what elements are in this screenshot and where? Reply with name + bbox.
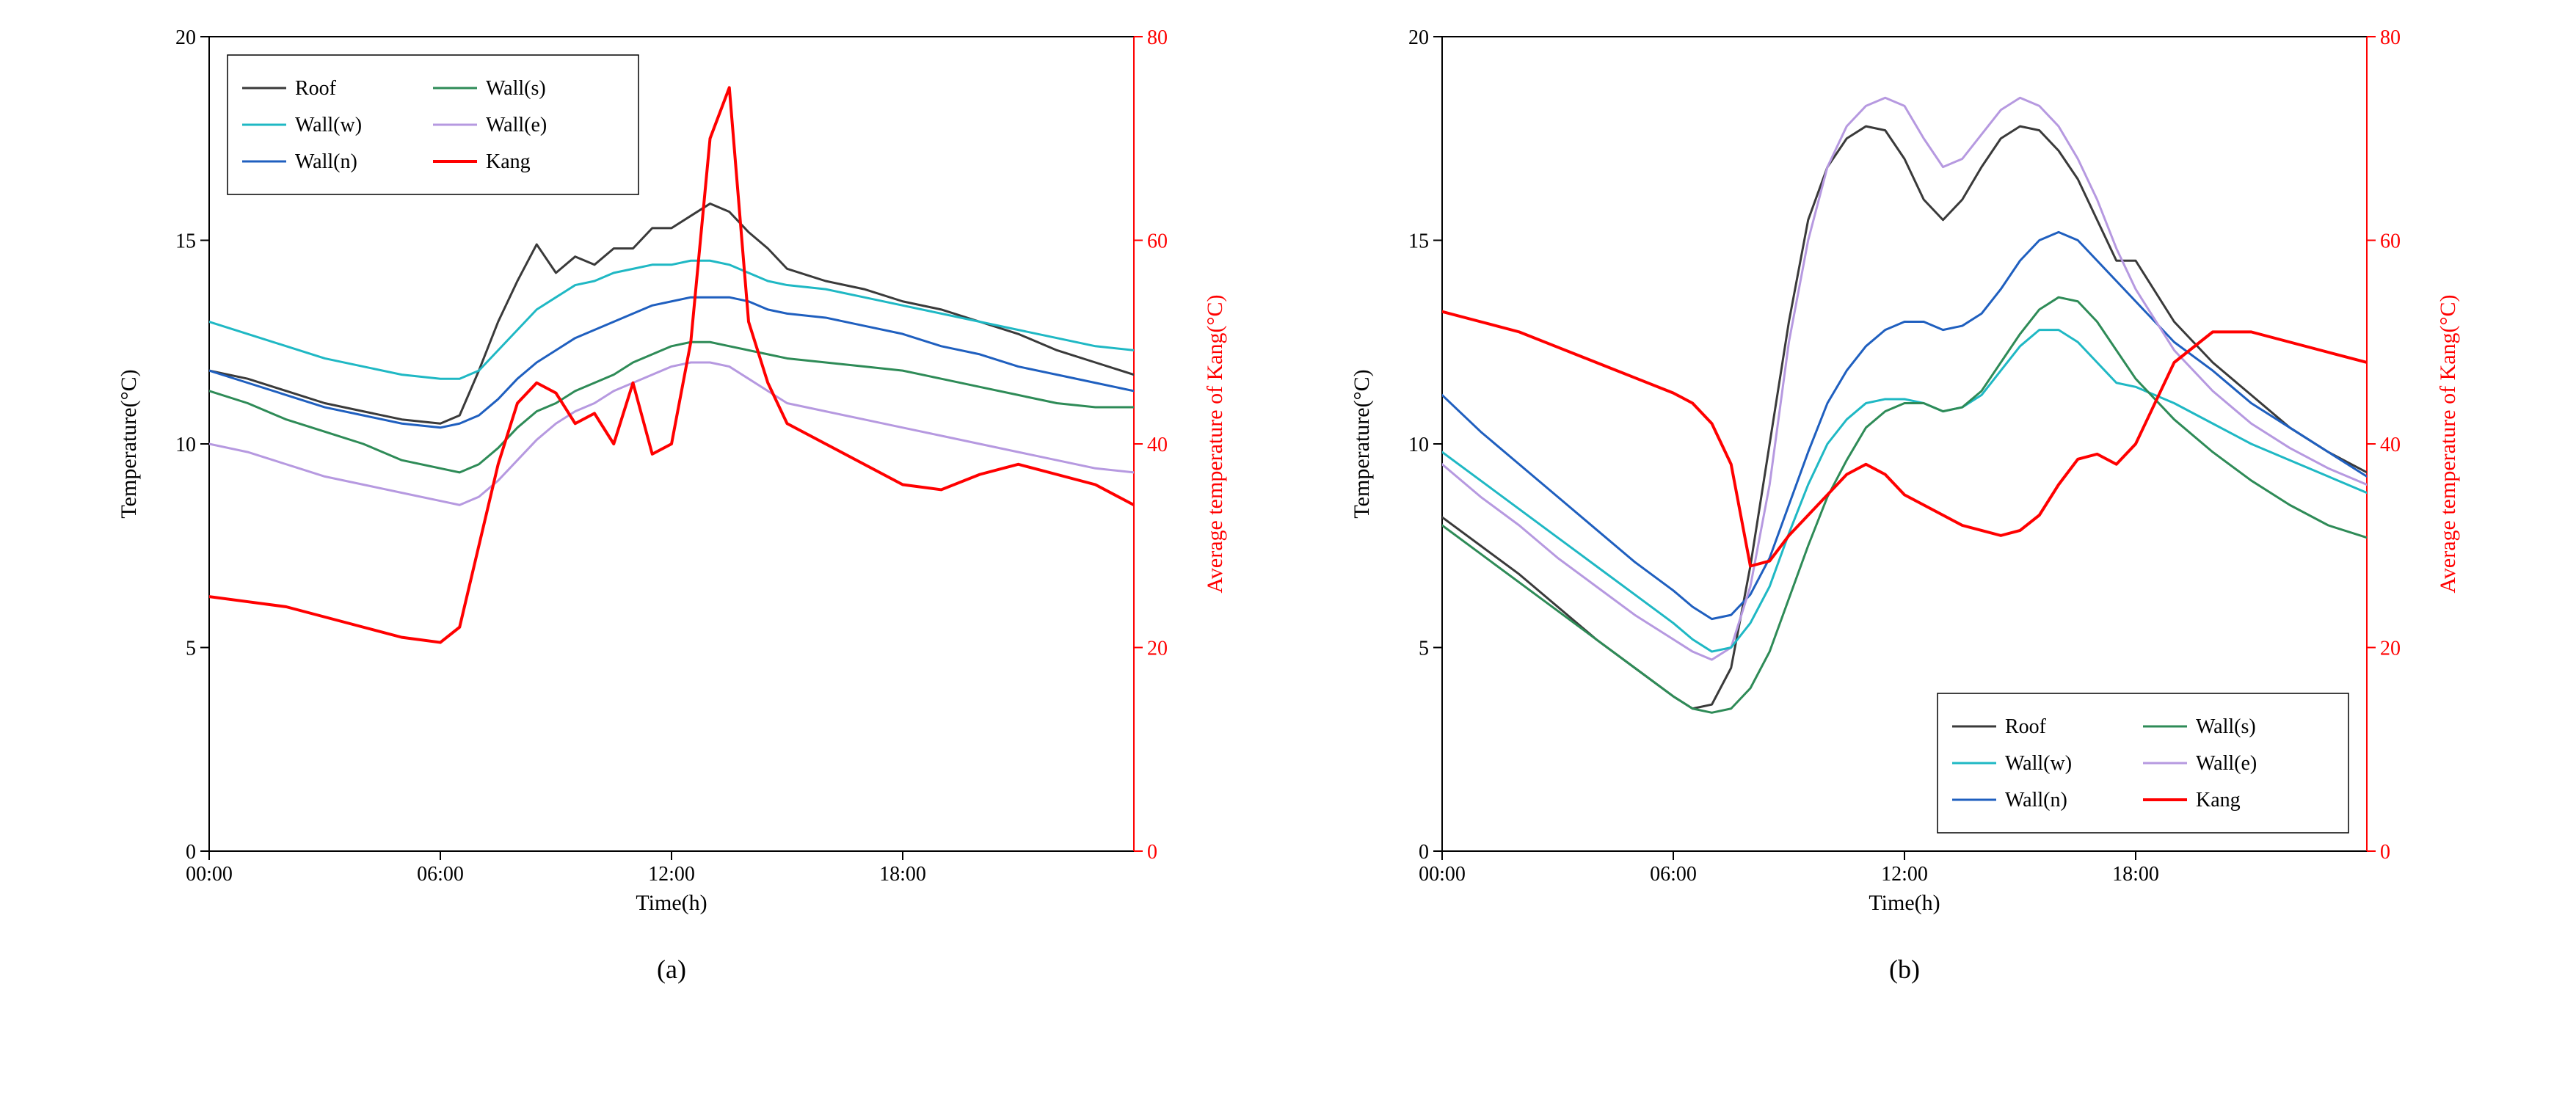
svg-text:Roof: Roof bbox=[295, 77, 337, 100]
svg-text:5: 5 bbox=[186, 637, 196, 660]
caption-a: (a) bbox=[657, 954, 686, 985]
svg-text:12:00: 12:00 bbox=[648, 863, 695, 886]
svg-text:5: 5 bbox=[1419, 637, 1429, 660]
svg-text:Wall(n): Wall(n) bbox=[295, 150, 357, 173]
svg-text:Wall(n): Wall(n) bbox=[2005, 789, 2067, 812]
svg-text:20: 20 bbox=[2380, 637, 2401, 660]
svg-text:10: 10 bbox=[1408, 434, 1429, 456]
svg-text:Temperature(°C): Temperature(°C) bbox=[117, 369, 141, 518]
svg-text:Temperature(°C): Temperature(°C) bbox=[1350, 369, 1374, 518]
svg-text:Average temperature of Kang(°C: Average temperature of Kang(°C) bbox=[1203, 294, 1227, 593]
svg-text:Time(h): Time(h) bbox=[1869, 891, 1940, 915]
svg-text:60: 60 bbox=[1147, 230, 1168, 252]
svg-text:Average temperature of Kang(°C: Average temperature of Kang(°C) bbox=[2436, 294, 2460, 593]
svg-text:Kang: Kang bbox=[486, 150, 531, 173]
svg-text:80: 80 bbox=[2380, 26, 2401, 49]
svg-text:0: 0 bbox=[1147, 841, 1157, 864]
svg-text:Wall(w): Wall(w) bbox=[295, 114, 362, 136]
svg-text:Kang: Kang bbox=[2196, 789, 2241, 812]
svg-text:Wall(w): Wall(w) bbox=[2005, 752, 2072, 775]
svg-text:00:00: 00:00 bbox=[186, 863, 233, 886]
svg-text:18:00: 18:00 bbox=[2112, 863, 2159, 886]
figure-row: 00:00 06:00 12:00 18:00 Time(h) 0 5 10 15 20 Tempe… bbox=[15, 15, 2561, 985]
svg-text:0: 0 bbox=[1419, 841, 1429, 864]
panel-a: 00:00 06:00 12:00 18:00 Time(h) 0 5 10 15 20 Tempe… bbox=[84, 15, 1259, 985]
svg-text:0: 0 bbox=[2380, 841, 2390, 864]
svg-text:15: 15 bbox=[175, 230, 196, 252]
chart-b: 00:00 06:00 12:00 18:00 Time(h) 0 5 10 15 20 Tempe… bbox=[1317, 15, 2492, 939]
svg-text:20: 20 bbox=[1408, 26, 1429, 49]
caption-b: (b) bbox=[1889, 954, 1920, 985]
svg-text:Wall(s): Wall(s) bbox=[2196, 715, 2256, 738]
panel-b: 00:00 06:00 12:00 18:00 Time(h) 0 5 10 15 20 Tempe… bbox=[1317, 15, 2492, 985]
svg-text:40: 40 bbox=[1147, 434, 1168, 456]
svg-text:20: 20 bbox=[1147, 637, 1168, 660]
svg-text:06:00: 06:00 bbox=[1650, 863, 1697, 886]
svg-text:Roof: Roof bbox=[2005, 715, 2047, 738]
svg-text:Wall(e): Wall(e) bbox=[2196, 752, 2257, 775]
svg-text:18:00: 18:00 bbox=[879, 863, 926, 886]
svg-text:12:00: 12:00 bbox=[1881, 863, 1928, 886]
svg-text:20: 20 bbox=[175, 26, 196, 49]
svg-text:Wall(s): Wall(s) bbox=[486, 77, 546, 100]
svg-text:00:00: 00:00 bbox=[1419, 863, 1466, 886]
chart-a: 00:00 06:00 12:00 18:00 Time(h) 0 5 10 15 20 Tempe… bbox=[84, 15, 1259, 939]
svg-text:Wall(e): Wall(e) bbox=[486, 114, 547, 136]
svg-text:15: 15 bbox=[1408, 230, 1429, 252]
svg-text:06:00: 06:00 bbox=[417, 863, 464, 886]
svg-text:0: 0 bbox=[186, 841, 196, 864]
svg-text:60: 60 bbox=[2380, 230, 2401, 252]
svg-text:40: 40 bbox=[2380, 434, 2401, 456]
svg-text:10: 10 bbox=[175, 434, 196, 456]
svg-text:Time(h): Time(h) bbox=[636, 891, 707, 915]
svg-text:80: 80 bbox=[1147, 26, 1168, 49]
